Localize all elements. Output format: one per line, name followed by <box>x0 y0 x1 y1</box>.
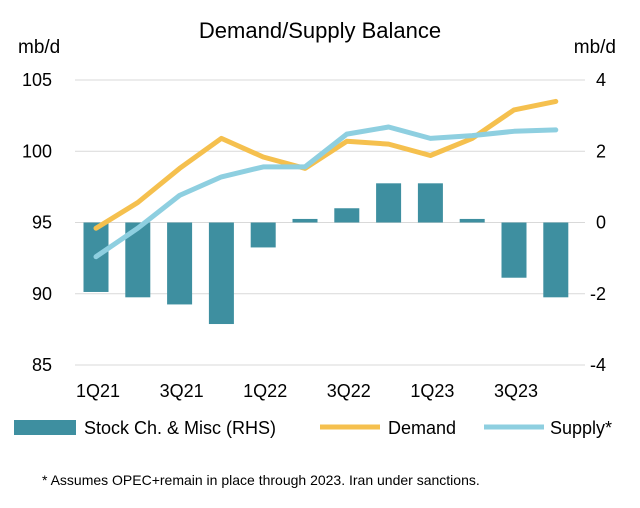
bar <box>250 222 276 248</box>
series-lines <box>93 98 559 260</box>
legend-label-stock-change: Stock Ch. & Misc (RHS) <box>84 418 276 438</box>
stock-change-bars <box>83 183 569 325</box>
bar <box>459 218 485 223</box>
legend: Stock Ch. & Misc (RHS) Demand Supply* <box>14 418 612 438</box>
bar <box>167 222 193 305</box>
bar <box>208 222 234 325</box>
left-tick-label: 90 <box>32 284 52 304</box>
left-tick-label: 85 <box>32 355 52 375</box>
right-tick-label: 0 <box>596 213 606 233</box>
x-tick-label: 3Q22 <box>327 381 371 401</box>
bar <box>543 222 569 298</box>
legend-label-supply: Supply* <box>550 418 612 438</box>
right-tick-label: -4 <box>590 355 606 375</box>
x-tick-label: 1Q23 <box>410 381 454 401</box>
right-tick-label: 4 <box>596 70 606 90</box>
x-tick-label: 1Q21 <box>76 381 120 401</box>
left-axis-unit: mb/d <box>18 37 60 58</box>
x-tick-label: 1Q22 <box>243 381 287 401</box>
right-tick-label: -2 <box>590 284 606 304</box>
left-axis-ticks: 85 90 95 100 105 <box>22 70 52 375</box>
right-tick-label: 2 <box>596 141 606 161</box>
left-tick-label: 95 <box>32 213 52 233</box>
x-axis-ticks: 1Q21 3Q21 1Q22 3Q22 1Q23 3Q23 <box>76 381 538 401</box>
bar <box>376 183 402 223</box>
footnote: * Assumes OPEC+remain in place through 2… <box>42 472 480 488</box>
bar <box>334 208 360 223</box>
supply-line <box>93 124 559 260</box>
x-tick-label: 3Q23 <box>494 381 538 401</box>
legend-swatch-stock-change <box>14 420 76 435</box>
right-axis-ticks: -4 -2 0 2 4 <box>590 70 606 375</box>
x-tick-label: 3Q21 <box>160 381 204 401</box>
left-tick-label: 105 <box>22 70 52 90</box>
gridlines <box>75 79 585 366</box>
chart-title: Demand/Supply Balance <box>199 18 441 43</box>
right-axis-unit: mb/d <box>574 37 616 58</box>
bar <box>417 183 443 223</box>
bar <box>292 218 318 223</box>
legend-label-demand: Demand <box>388 418 456 438</box>
left-tick-label: 100 <box>22 141 52 161</box>
bar <box>501 222 527 278</box>
